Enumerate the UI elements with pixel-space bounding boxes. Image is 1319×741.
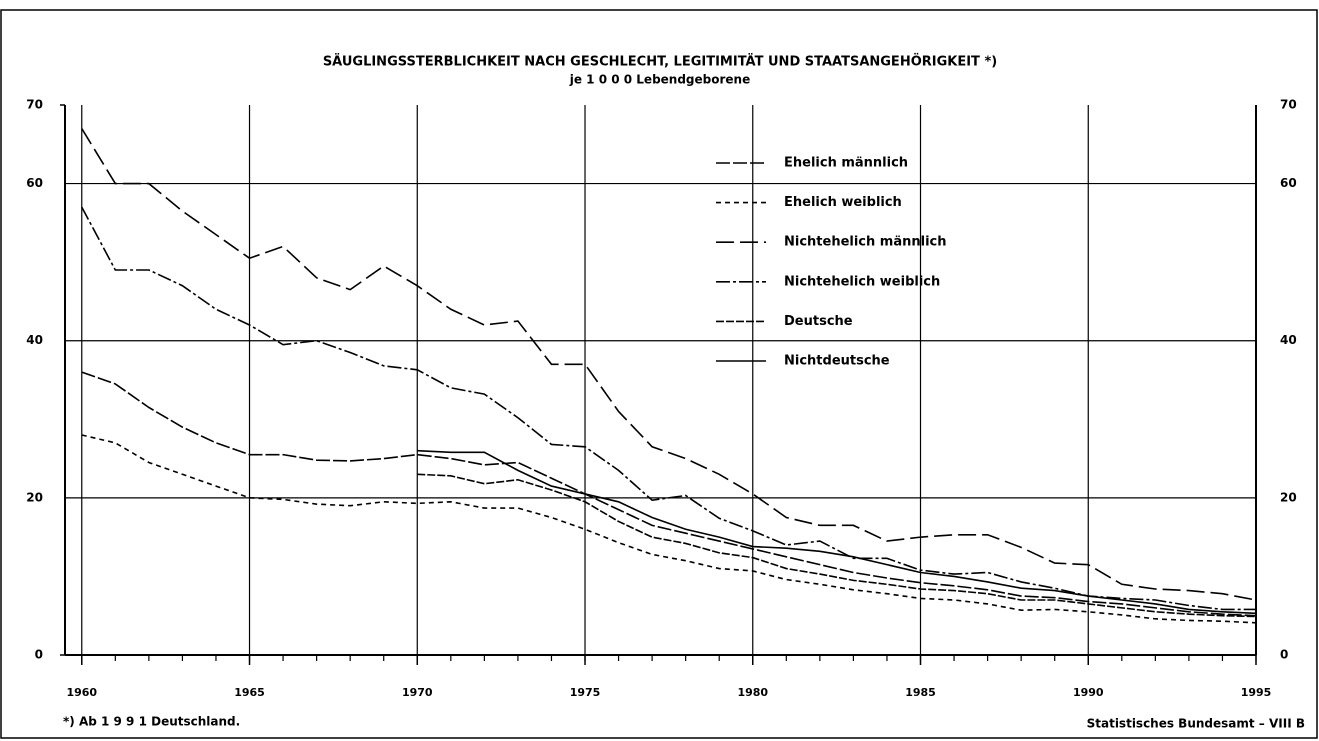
series-line — [81, 371, 1257, 617]
x-tick-label: 1985 — [905, 686, 936, 699]
x-tick-label: 1980 — [737, 686, 768, 699]
legend-label: Nichtehelich männlich — [784, 235, 947, 250]
y-tick-label: 60 — [26, 176, 43, 190]
legend-label: Nichtehelich weiblich — [784, 274, 940, 289]
x-tick-label: 1965 — [234, 686, 265, 699]
legend-label: Nichtdeutsche — [784, 354, 890, 369]
legend-label: Deutsche — [784, 314, 853, 329]
x-tick-label: 1995 — [1241, 686, 1272, 699]
y-tick-label: 40 — [26, 333, 43, 347]
y-tick-label: 0 — [35, 648, 43, 662]
series-line — [417, 473, 1257, 618]
series-line — [81, 206, 1256, 611]
y2-tick-label: 40 — [1280, 333, 1297, 347]
footnote: *) Ab 1 9 9 1 Deutschland. — [63, 715, 240, 729]
series-line — [81, 434, 1257, 624]
x-tick-label: 1990 — [1073, 686, 1104, 699]
y2-tick-label: 60 — [1280, 176, 1297, 190]
y-tick-label: 20 — [26, 490, 43, 504]
frame — [0, 9, 1318, 739]
x-tick-label: 1970 — [402, 686, 433, 699]
y2-tick-label: 20 — [1280, 490, 1297, 504]
legend-label: Ehelich weiblich — [784, 195, 902, 210]
source: Statistisches Bundesamt – VIII B — [1087, 717, 1305, 731]
y-tick-label: 70 — [26, 98, 43, 112]
series-line — [81, 128, 1257, 601]
chart-subtitle: je 1 0 0 0 Lebendgeborene — [569, 73, 751, 87]
y2-tick-label: 70 — [1280, 98, 1297, 112]
series-line — [417, 449, 1257, 615]
y2-tick-label: 0 — [1280, 648, 1288, 662]
legend-label: Ehelich männlich — [784, 156, 908, 171]
x-tick-label: 1960 — [66, 686, 97, 699]
x-tick-label: 1975 — [570, 686, 601, 699]
chart-title: SÄUGLINGSSTERBLICHKEIT NACH GESCHLECHT, … — [323, 54, 997, 70]
